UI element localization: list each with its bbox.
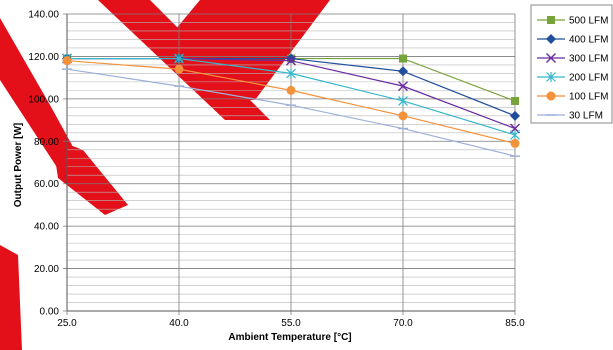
x-tick-label: 85.0 (505, 318, 525, 329)
data-point (286, 85, 296, 95)
legend-item: 500 LFM (537, 16, 608, 27)
y-tick-label: 20.00 (34, 264, 59, 275)
legend-marker (546, 72, 556, 82)
y-tick-labels: 0.00 20.00 40.00 60.00 80.00 100.00 120.00 140.… (28, 10, 59, 318)
x-tick-labels: 25.0 40.0 55.0 70.0 85.0 (57, 318, 525, 329)
series-100-lfm (62, 56, 520, 148)
legend-item: 400 LFM (537, 34, 608, 46)
legend-item: 300 LFM (537, 53, 608, 65)
legend-label: 100 LFM (569, 92, 608, 103)
legend-label: 500 LFM (569, 16, 608, 27)
legend-label: 400 LFM (569, 35, 608, 46)
y-tick-label: 120.00 (28, 52, 59, 63)
y-axis-label: Output Power [W] (13, 123, 24, 207)
plot-area (63, 13, 516, 315)
data-point (174, 64, 184, 74)
data-point (62, 56, 72, 66)
data-point (510, 129, 520, 140)
y-tick-label: 80.00 (34, 137, 59, 148)
data-point (398, 66, 408, 77)
data-point (398, 111, 408, 121)
x-tick-label: 55.0 (281, 318, 301, 329)
data-point (286, 68, 296, 79)
legend-item: 30 LFM (537, 111, 603, 122)
data-point (511, 96, 519, 105)
legend-marker (547, 16, 555, 24)
legend-label: 300 LFM (569, 54, 608, 65)
watermark-stroke-3 (0, 18, 72, 175)
legend-item: 200 LFM (537, 72, 608, 84)
data-point (398, 81, 408, 92)
legend-marker (546, 91, 556, 101)
data-point (399, 54, 407, 63)
y-tick-label: 100.00 (28, 94, 59, 105)
x-tick-label: 40.0 (169, 318, 189, 329)
series-layer (62, 53, 520, 157)
y-tick-label: 60.00 (34, 179, 59, 190)
series-30-lfm (62, 68, 520, 157)
legend-item: 100 LFM (537, 91, 608, 103)
data-point (174, 53, 184, 64)
x-tick-label: 70.0 (393, 318, 413, 329)
data-point (286, 55, 296, 66)
data-point (510, 138, 520, 148)
legend-label: 200 LFM (569, 73, 608, 84)
legend-box (530, 4, 613, 124)
watermark-stroke-5 (0, 245, 22, 350)
legend-marker (546, 53, 556, 63)
legend-label: 30 LFM (569, 111, 603, 122)
x-axis-label: Ambient Temperature [°C] (228, 332, 351, 343)
legend: 500 LFM 400 LFM 300 LFM 200 LFM 100 LFM 30 LF… (530, 4, 613, 124)
y-tick-label: 0.00 (40, 307, 60, 318)
x-tick-label: 25.0 (57, 318, 77, 329)
y-tick-label: 140.00 (28, 10, 59, 21)
y-tick-label: 40.00 (34, 222, 59, 233)
data-point (510, 110, 520, 121)
legend-marker (546, 34, 556, 44)
data-point (398, 95, 408, 106)
watermark-stroke-4 (52, 138, 128, 215)
